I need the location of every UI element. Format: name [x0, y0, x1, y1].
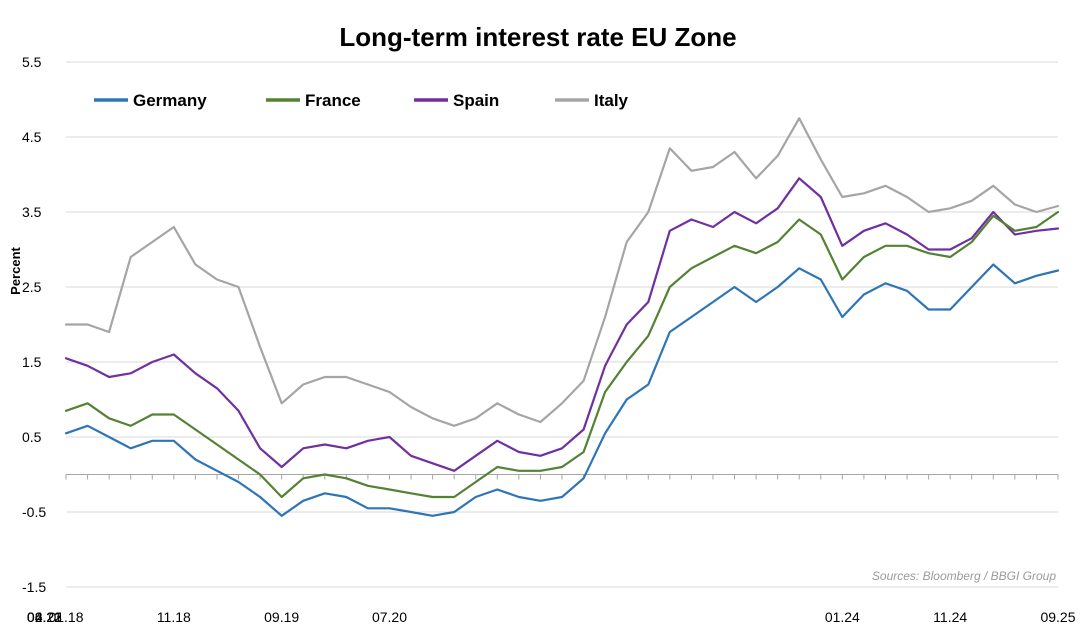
- y-axis-label: Percent: [8, 246, 23, 294]
- x-tick-label: 06.21: [27, 609, 62, 625]
- x-tick-label: 01.18: [48, 609, 83, 625]
- y-tick-label: 3.5: [22, 204, 42, 220]
- y-tick-label: 0.5: [22, 429, 42, 445]
- series-lines: [64, 117, 1060, 517]
- legend-label-france: France: [305, 91, 361, 110]
- y-tick-label: -1.5: [22, 579, 46, 595]
- y-tick-label: -0.5: [22, 504, 46, 520]
- legend-label-spain: Spain: [453, 91, 499, 110]
- source-note: Sources: Bloomberg / BBGI Group: [872, 569, 1056, 583]
- x-tick-label: 02.23: [27, 609, 62, 625]
- x-tick-label: 11.24: [933, 609, 967, 625]
- legend-label-germany: Germany: [133, 91, 207, 110]
- y-tick-label: 5.5: [22, 54, 42, 70]
- x-tick-label: 09.19: [264, 609, 299, 625]
- y-tick-label: 4.5: [22, 129, 42, 145]
- series-line-italy: [64, 117, 1060, 427]
- legend: Germany France Spain Italy: [94, 91, 629, 110]
- y-tick-label: 2.5: [22, 279, 42, 295]
- grid: [66, 61, 1058, 588]
- y-tick-label: 1.5: [22, 354, 42, 370]
- x-tick-label: 01.24: [825, 609, 860, 625]
- series-line-germany: [64, 263, 1060, 517]
- chart-title: Long-term interest rate EU Zone: [339, 22, 736, 52]
- y-axis-ticks: -1.5 -0.5 0.5 1.5 2.5 3.5 4.5 5.5: [22, 54, 46, 595]
- series-line-spain: [64, 177, 1060, 472]
- legend-label-italy: Italy: [594, 91, 629, 110]
- x-tick-label: 07.20: [372, 609, 407, 625]
- x-tick-label: 04.22: [27, 609, 62, 625]
- series-line-france: [64, 210, 1060, 499]
- x-tick-label: 09.25: [1040, 609, 1075, 625]
- x-tick-label: 11.18: [157, 609, 191, 625]
